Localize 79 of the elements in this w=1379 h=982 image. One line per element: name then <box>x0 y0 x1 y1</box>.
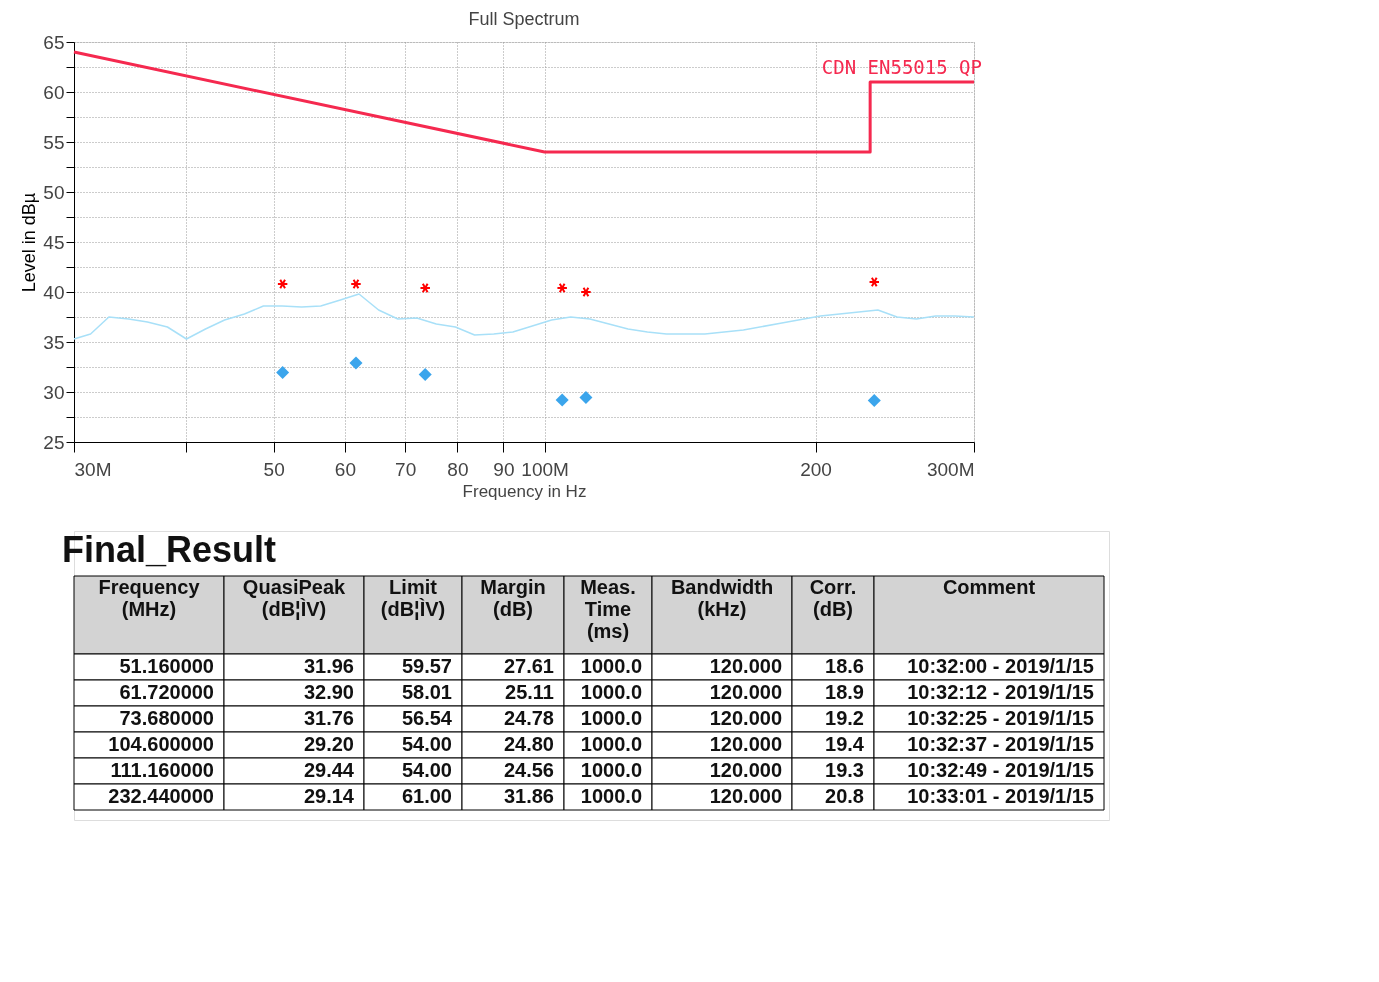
text: 31.86 <box>503 785 554 807</box>
x-tick-label: 70 <box>395 458 417 480</box>
text: 25.11 <box>505 681 554 703</box>
text: Comment <box>942 576 1036 598</box>
text: 120.000 <box>709 785 782 807</box>
x-axis-title: Frequency in Hz <box>462 481 587 501</box>
y-tick-label: 40 <box>43 281 65 303</box>
text: 120.000 <box>709 681 782 703</box>
text: 10:33:01 - 2019/1/15 <box>907 785 1094 807</box>
text: 20.8 <box>825 785 864 807</box>
text: Meas. Time (ms) <box>580 576 636 642</box>
text: 1000.0 <box>580 785 642 807</box>
text: 73.680000 <box>119 707 214 729</box>
text: 10:32:00 - 2019/1/15 <box>907 655 1094 677</box>
text: 10:32:49 - 2019/1/15 <box>907 759 1094 781</box>
text: 24.56 <box>503 759 554 781</box>
x-tick-label: 100M <box>521 458 569 480</box>
text: 19.3 <box>825 759 864 781</box>
text: 56.54 <box>401 707 453 729</box>
text: Final_Result <box>62 529 277 570</box>
y-axis-title: Level in dBµ <box>19 192 40 293</box>
y-tick-label: 35 <box>43 331 65 353</box>
text: 18.6 <box>825 655 864 677</box>
text: 24.80 <box>503 733 554 755</box>
text: 18.9 <box>825 681 864 703</box>
text: 19.2 <box>825 707 864 729</box>
text: 31.96 <box>303 655 354 677</box>
text: 120.000 <box>709 759 782 781</box>
text: 29.20 <box>303 733 354 755</box>
text: 32.90 <box>303 681 354 703</box>
text: 29.44 <box>303 759 355 781</box>
text: 51.160000 <box>119 655 214 677</box>
text: 31.76 <box>303 707 354 729</box>
text: QuasiPeak (dB¦ÌV) <box>242 576 347 620</box>
text: 24.78 <box>503 707 554 729</box>
series-label: CDN EN55015 QP <box>821 56 982 78</box>
text: 59.57 <box>401 655 452 677</box>
text: Margin (dB) <box>480 576 546 620</box>
text: 120.000 <box>709 707 782 729</box>
text: Bandwidth (kHz) <box>670 576 774 620</box>
y-tick-label: 25 <box>43 431 65 453</box>
text: 54.00 <box>401 759 452 781</box>
y-tick-label: 45 <box>43 231 65 253</box>
x-tick-label: 300M <box>926 458 975 480</box>
text: 232.440000 <box>108 785 214 807</box>
text: 1000.0 <box>580 681 642 703</box>
text: 29.14 <box>303 785 355 807</box>
text: 10:32:12 - 2019/1/15 <box>907 681 1094 703</box>
text: 19.4 <box>825 733 865 755</box>
text: 10:32:25 - 2019/1/15 <box>907 707 1094 729</box>
text: 54.00 <box>401 733 452 755</box>
text: 27.61 <box>503 655 554 677</box>
text: 10:32:37 - 2019/1/15 <box>907 733 1094 755</box>
text: 111.160000 <box>110 759 214 781</box>
x-tick-label: 90 <box>493 458 515 480</box>
text: 1000.0 <box>580 707 642 729</box>
text: 1000.0 <box>580 759 642 781</box>
text: Limit (dB¦ÌV) <box>380 576 446 620</box>
text: 61.720000 <box>119 681 214 703</box>
x-tick-label: 60 <box>334 458 356 480</box>
text: 61.00 <box>401 785 452 807</box>
y-tick-label: 55 <box>43 131 65 153</box>
x-tick-label: 200 <box>800 458 832 480</box>
chart-title: Full Spectrum <box>468 9 580 29</box>
y-tick-label: 60 <box>43 81 65 103</box>
text: 1000.0 <box>580 733 642 755</box>
x-tick-label: 80 <box>447 458 469 480</box>
text: 58.01 <box>401 681 452 703</box>
x-tick-label: 30M <box>74 458 112 480</box>
x-tick-label: 50 <box>263 458 285 480</box>
text: 120.000 <box>709 733 782 755</box>
text: Corr. (dB) <box>809 576 857 620</box>
y-tick-label: 65 <box>43 31 65 53</box>
y-tick-label: 30 <box>43 381 65 403</box>
text: 120.000 <box>709 655 782 677</box>
text: 1000.0 <box>580 655 642 677</box>
y-tick-label: 50 <box>43 181 65 203</box>
text: 104.600000 <box>108 733 214 755</box>
text: Frequency (MHz) <box>98 576 201 620</box>
